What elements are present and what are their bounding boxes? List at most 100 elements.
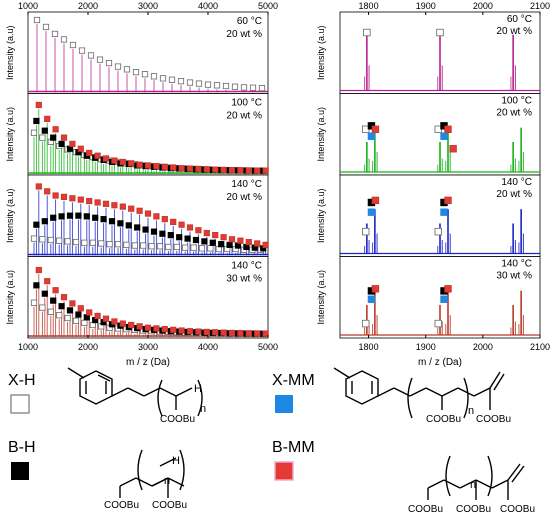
structure-xh-n: n	[200, 403, 206, 415]
left-marker-x-h	[47, 308, 54, 315]
right-marker-x-mm	[367, 295, 376, 303]
left-marker-x-h	[64, 238, 71, 245]
right-tick-label-top: 1800	[359, 1, 379, 11]
structure-bh-coobu-2: COOBu	[152, 500, 187, 511]
structure-bh-h: H	[172, 455, 180, 467]
left-marker-b-mm	[144, 210, 152, 217]
left-marker-b-h	[50, 214, 57, 221]
left-marker-x-h	[39, 134, 46, 141]
left-marker-x-h	[165, 243, 172, 251]
left-tick-label-bottom: 3000	[138, 342, 158, 352]
left-marker-b-mm	[128, 205, 135, 212]
left-marker-b-mm	[35, 266, 42, 274]
right-subplot-2: 140 °C20 wt % Intensity (a.u)	[316, 174, 541, 257]
left-marker-x-h	[30, 235, 38, 242]
right-subplot-3: 140 °C30 wt % Intensity (a.u)	[316, 256, 541, 339]
left-marker-x-h	[240, 84, 248, 91]
right-tick-label-bottom: 2100	[530, 342, 550, 352]
left-marker-x-h	[81, 319, 88, 326]
left-marker-b-h	[33, 221, 40, 228]
left-marker-b-mm	[228, 236, 236, 243]
left-ylabel: Intensity (a.u)	[5, 188, 15, 243]
left-marker-b-h	[41, 218, 48, 225]
left-marker-b-mm	[161, 163, 168, 170]
left-marker-b-mm	[245, 167, 252, 174]
left-marker-b-mm	[161, 216, 168, 223]
left-marker-b-mm	[44, 188, 51, 195]
left-marker-x-h	[30, 299, 38, 306]
left-marker-b-mm	[69, 140, 76, 147]
left-marker-x-h	[140, 242, 147, 249]
left-marker-x-h	[123, 66, 131, 73]
left-marker-b-h	[176, 234, 183, 241]
left-marker-b-mm	[94, 152, 101, 159]
right-label-wt: 30 wt %	[496, 271, 532, 282]
left-marker-x-h	[148, 243, 155, 250]
legend-label-bh: B-H	[8, 439, 36, 456]
structure-xmm-n: n	[468, 405, 474, 417]
left-marker-b-h	[142, 226, 149, 233]
left-tick-label-top: 2000	[78, 1, 98, 11]
right-label-temp: 140 °C	[501, 259, 532, 270]
left-marker-x-h	[195, 80, 203, 87]
left-marker-x-h	[168, 76, 176, 83]
structure-bmm-coobu-3: COOBu	[500, 504, 535, 515]
left-marker-x-h	[190, 244, 197, 251]
left-marker-b-mm	[254, 167, 261, 174]
right-marker-x-h	[362, 227, 370, 236]
structure-xmm	[333, 367, 505, 419]
left-marker-b-mm	[237, 329, 244, 337]
right-marker-x-mm	[440, 208, 448, 216]
left-tick-label-bottom: 5000	[258, 342, 278, 352]
left-marker-b-mm	[77, 145, 84, 152]
structure-bmm	[427, 455, 525, 500]
left-marker-x-h	[106, 241, 113, 248]
structure-bh-coobu-1: COOBu	[104, 500, 139, 511]
left-marker-b-mm	[262, 241, 269, 248]
left-label-temp: 140 °C	[231, 179, 262, 190]
left-marker-b-mm	[119, 203, 126, 210]
structure-xh-h: H	[194, 383, 202, 395]
left-marker-x-h	[204, 81, 212, 88]
left-marker-b-h	[50, 297, 57, 304]
left-marker-x-h	[42, 23, 50, 31]
left-marker-b-mm	[212, 329, 219, 336]
left-marker-b-mm	[178, 165, 185, 172]
legend-swatch-xmm	[275, 395, 293, 413]
legend-label-xh: X-H	[8, 372, 36, 389]
left-marker-b-mm	[60, 294, 68, 301]
left-marker-b-mm	[52, 126, 59, 133]
right-marker-x-h	[434, 227, 442, 236]
left-marker-x-h	[182, 244, 189, 251]
left-marker-b-mm	[228, 166, 236, 174]
left-marker-b-mm	[195, 328, 202, 335]
left-marker-x-h	[56, 312, 63, 319]
left-marker-b-h	[92, 214, 99, 221]
left-marker-b-h	[117, 220, 124, 227]
left-marker-b-mm	[102, 315, 110, 322]
left-marker-b-mm	[245, 238, 252, 246]
left-ylabel: Intensity (a.u)	[5, 25, 15, 80]
left-marker-x-h	[64, 314, 71, 322]
left-label-wt: 20 wt %	[226, 111, 262, 122]
left-marker-b-h	[41, 290, 48, 297]
left-marker-b-mm	[220, 166, 227, 173]
left-marker-x-h	[114, 241, 122, 248]
left-marker-b-mm	[69, 195, 76, 202]
left-marker-x-h	[72, 238, 80, 246]
left-marker-b-mm	[52, 192, 59, 199]
right-ylabel: Intensity (a.u)	[316, 25, 326, 80]
left-marker-x-h	[39, 304, 46, 311]
right-marker-b-mm	[444, 285, 452, 293]
left-marker-b-mm	[94, 312, 101, 320]
left-marker-x-h	[72, 317, 80, 324]
left-ylabel: Intensity (a.u)	[5, 270, 15, 325]
left-marker-b-mm	[111, 318, 118, 325]
left-marker-b-h	[83, 213, 90, 220]
right-subplot-0: 60 °C20 wt % Intensity (a.u)	[316, 11, 541, 94]
left-marker-x-h	[96, 56, 104, 63]
left-marker-b-h	[192, 236, 200, 244]
left-marker-x-h	[258, 85, 266, 92]
left-marker-x-h	[156, 243, 164, 250]
right-label-temp: 140 °C	[501, 177, 532, 188]
